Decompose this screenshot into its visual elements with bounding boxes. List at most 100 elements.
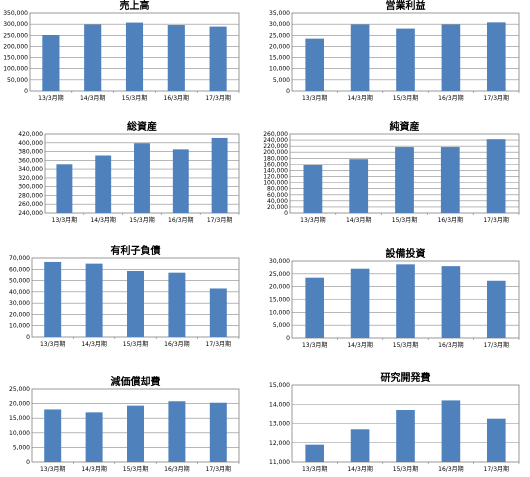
y-tick-label: 5,000 (273, 322, 290, 329)
bar (350, 24, 370, 92)
y-tick-label: 15,000 (269, 382, 290, 389)
x-tick-label: 14/3月期 (347, 465, 372, 473)
bar (396, 28, 415, 92)
bar (209, 26, 227, 92)
chart-title: 総資産 (127, 120, 157, 133)
y-tick-label: 150,000 (3, 55, 28, 62)
y-tick-label: 0 (26, 334, 30, 341)
bar (441, 24, 461, 92)
chart-title: 純資産 (390, 120, 420, 133)
x-tick-label: 15/3月期 (129, 216, 154, 224)
x-tick-label: 17/3月期 (205, 94, 230, 102)
bar (396, 264, 415, 338)
y-tick-label: 15,000 (269, 55, 290, 62)
y-tick-label: 25,000 (9, 386, 30, 393)
y-tick-label: 240,000 (18, 210, 43, 217)
chart-5: 設備投資 0 5,000 10,000 15,000 20,000 25,000 30,000… (269, 247, 520, 349)
y-tick-label: 10,000 (269, 309, 290, 316)
bar (396, 410, 415, 462)
chart-6: 減価償却費 0 5,000 10,000 15,000 20,000 25,000 13/3月… (9, 375, 240, 473)
y-tick-label: 10,000 (9, 430, 30, 437)
y-tick-label: 240,000 (263, 137, 288, 144)
x-tick-label: 13/3月期 (302, 341, 327, 349)
x-tick-label: 16/3月期 (438, 465, 463, 473)
bar (395, 147, 414, 213)
y-tick-label: 100,000 (3, 66, 28, 73)
x-tick-label: 14/3月期 (90, 216, 115, 224)
x-tick-label: 15/3月期 (123, 465, 148, 473)
bar (95, 155, 112, 213)
y-tick-label: 30,000 (269, 258, 290, 265)
bar (56, 164, 73, 213)
bar (167, 25, 185, 91)
y-tick-label: 200,000 (3, 43, 28, 50)
bar (85, 263, 103, 337)
bar (168, 272, 186, 337)
x-tick-label: 16/3月期 (164, 465, 189, 473)
bar (134, 143, 150, 213)
y-tick-label: 220,000 (263, 143, 288, 150)
x-tick-label: 14/3月期 (347, 94, 372, 102)
x-tick-label: 15/3月期 (122, 94, 147, 102)
y-tick-label: 380,000 (18, 149, 43, 156)
y-tick-label: 100,000 (263, 180, 288, 187)
y-tick-label: 30,000 (269, 21, 290, 28)
x-tick-label: 17/3月期 (484, 94, 509, 102)
y-tick-label: 40,000 (267, 198, 288, 205)
x-tick-label: 17/3月期 (483, 216, 508, 224)
y-tick-label: 20,000 (269, 284, 290, 291)
y-tick-label: 280,000 (18, 192, 43, 199)
y-tick-label: 0 (286, 88, 290, 95)
x-tick-label: 17/3月期 (207, 216, 232, 224)
chart-title: 有利子負債 (111, 244, 161, 257)
x-tick-label: 15/3月期 (393, 465, 418, 473)
x-tick-label: 13/3月期 (302, 94, 327, 102)
y-tick-label: 12,000 (269, 440, 290, 447)
x-tick-label: 14/3月期 (347, 341, 372, 349)
bar (125, 22, 144, 92)
y-tick-label: 60,000 (9, 266, 30, 273)
bar (441, 400, 461, 462)
y-tick-label: 0 (26, 459, 30, 466)
y-tick-label: 25,000 (269, 271, 290, 278)
y-tick-label: 200,000 (263, 149, 288, 156)
y-tick-label: 15,000 (9, 415, 30, 422)
x-tick-label: 17/3月期 (206, 340, 231, 348)
y-tick-label: 300,000 (3, 21, 28, 28)
chart-title: 研究開発費 (381, 371, 431, 384)
bar (84, 24, 102, 92)
x-tick-label: 15/3月期 (392, 216, 417, 224)
x-tick-label: 16/3月期 (438, 216, 463, 224)
y-tick-label: 120,000 (263, 174, 288, 181)
y-tick-label: 25,000 (269, 32, 290, 39)
x-tick-label: 13/3月期 (38, 94, 63, 102)
y-tick-label: 5,000 (13, 444, 30, 451)
chart-4: 有利子負債 0 10,000 20,000 30,000 40,000 50,000 60,0… (9, 244, 240, 348)
bar (486, 139, 506, 213)
y-tick-label: 360,000 (18, 157, 43, 164)
bar (44, 409, 62, 462)
y-tick-label: 60,000 (267, 192, 288, 199)
bar (305, 444, 325, 462)
y-tick-label: 10,000 (9, 323, 30, 330)
y-tick-label: 20,000 (267, 204, 288, 211)
y-tick-label: 400,000 (18, 140, 43, 147)
x-tick-label: 15/3月期 (393, 94, 418, 102)
bar (44, 261, 62, 337)
y-tick-label: 5,000 (273, 77, 290, 84)
chart-title: 減価償却費 (111, 375, 161, 388)
bar (303, 164, 323, 213)
bar (441, 266, 461, 338)
y-tick-label: 15,000 (269, 297, 290, 304)
y-tick-label: 420,000 (18, 131, 43, 138)
bar (85, 412, 103, 462)
x-tick-label: 15/3月期 (393, 341, 418, 349)
y-tick-label: 50,000 (7, 77, 28, 84)
bar (172, 149, 189, 213)
y-tick-label: 20,000 (9, 401, 30, 408)
x-tick-label: 13/3月期 (40, 340, 65, 348)
x-tick-label: 16/3月期 (164, 340, 189, 348)
y-tick-label: 11,000 (269, 459, 290, 466)
